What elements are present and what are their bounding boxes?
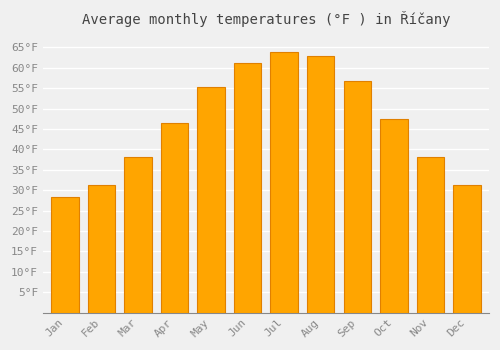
Bar	[454, 185, 480, 313]
Bar	[198, 87, 225, 313]
Bar	[307, 56, 334, 313]
Bar	[234, 63, 262, 313]
Bar	[88, 185, 115, 313]
Title: Average monthly temperatures (°F ) in Říčany: Average monthly temperatures (°F ) in Ří…	[82, 11, 450, 27]
Bar	[51, 197, 78, 313]
Bar	[270, 51, 298, 313]
Bar	[124, 157, 152, 313]
Bar	[161, 123, 188, 313]
Bar	[416, 157, 444, 313]
Bar	[380, 119, 407, 313]
Bar	[344, 81, 371, 313]
